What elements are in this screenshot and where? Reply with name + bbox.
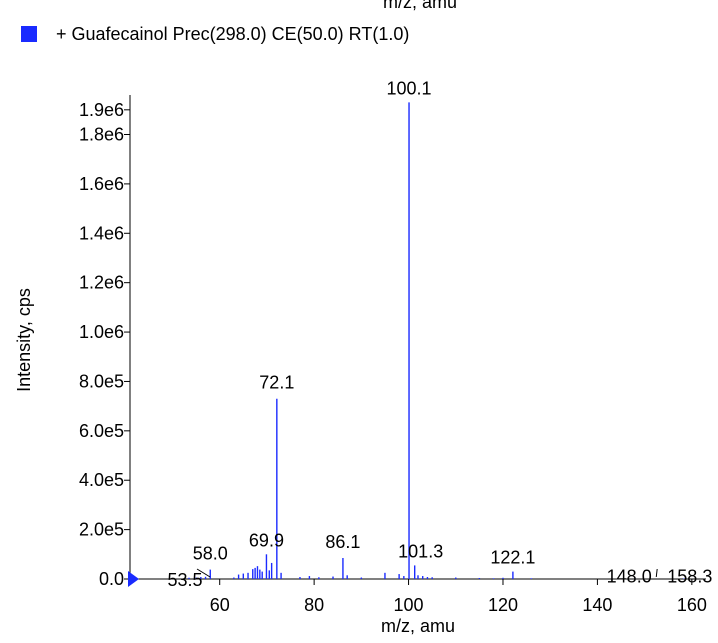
- legend: + Guafecainol Prec(298.0) CE(50.0) RT(1.…: [21, 24, 409, 44]
- origin-marker[interactable]: [128, 571, 139, 587]
- peak-label: 72.1: [259, 373, 294, 393]
- leader-line: [655, 568, 658, 578]
- peak-labels: 100.1 72.1 69.9 86.1 58.0 53.5 101.3 122.1 148.0…: [167, 78, 712, 589]
- y-axis-title: Intensity, cps: [14, 288, 34, 392]
- y-tick-label: 0.0: [99, 569, 124, 589]
- x-tick-label: 120: [488, 595, 518, 615]
- peak-label: 100.1: [387, 78, 432, 98]
- y-tick-label: 2.0e5: [79, 520, 124, 540]
- y-tick-label: 6.0e5: [79, 421, 124, 441]
- peak-label: 86.1: [325, 532, 360, 552]
- y-ticks: 0.0 2.0e5 4.0e5 6.0e5 8.0e5 1.0e6 1.2e6 1.4e6 1.…: [79, 100, 130, 589]
- top-cut-text: m/z, amu: [383, 0, 457, 12]
- y-tick-label: 1.2e6: [79, 273, 124, 293]
- x-tick-label: 160: [677, 595, 707, 615]
- legend-label: + Guafecainol Prec(298.0) CE(50.0) RT(1.…: [56, 24, 409, 44]
- peak-label: 53.5: [167, 570, 202, 590]
- x-tick-label: 140: [582, 595, 612, 615]
- x-tick-label: 60: [210, 595, 230, 615]
- y-tick-label: 4.0e5: [79, 470, 124, 490]
- x-axis-title: m/z, amu: [381, 616, 455, 636]
- y-tick-label: 1.9e6: [79, 100, 124, 120]
- y-tick-label: 1.0e6: [79, 322, 124, 342]
- leader-line: [196, 568, 211, 578]
- peak-label: 69.9: [249, 530, 284, 550]
- legend-swatch: [21, 26, 37, 42]
- peak-label: 122.1: [490, 548, 535, 568]
- y-tick-label: 1.8e6: [79, 125, 124, 145]
- spectrum-bars: [188, 102, 685, 579]
- y-tick-label: 1.4e6: [79, 223, 124, 243]
- peak-label: 58.0: [193, 544, 228, 564]
- peak-label: 148.0: [607, 567, 652, 587]
- x-ticks: 60 80 100 120 140 160: [210, 579, 707, 615]
- peak-label: 158.3: [667, 567, 712, 587]
- y-tick-label: 8.0e5: [79, 371, 124, 391]
- y-tick-label: 1.6e6: [79, 174, 124, 194]
- x-tick-label: 100: [394, 595, 424, 615]
- peak-label: 101.3: [398, 541, 443, 561]
- x-tick-label: 80: [304, 595, 324, 615]
